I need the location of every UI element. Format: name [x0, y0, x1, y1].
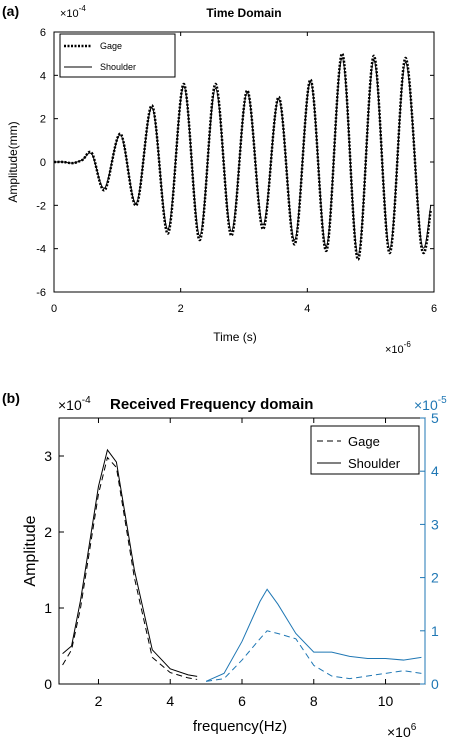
- chart-b-series: [62, 448, 422, 682]
- panel-a-label: (a): [2, 3, 19, 19]
- chart-b-y-left-ticks: 0 1 2 3: [44, 448, 64, 692]
- chart-b-y-left-multiplier: ×10-4: [58, 395, 91, 413]
- chart-a-x-mult-exp: -6: [404, 340, 412, 349]
- panel-b-frequency-domain: (b) ×10-4 Received Frequency domain ×10-…: [2, 390, 447, 740]
- chart-b-y-right-tick-label: 3: [431, 516, 439, 532]
- chart-b-y-right-ticks: 0 1 2 3 4 5: [420, 410, 439, 692]
- chart-a-y-tick-label: 6: [40, 27, 46, 39]
- chart-a-y-tick-label: -4: [36, 244, 46, 256]
- chart-b-x-multiplier: ×106: [387, 722, 417, 740]
- chart-b-y-right-tick-label: 1: [431, 623, 439, 639]
- chart-b-y-right-multiplier: ×10-5: [414, 395, 447, 413]
- chart-b-title: Received Frequency domain: [110, 396, 313, 413]
- chart-b-x-tick-label: 6: [238, 693, 246, 709]
- svg-text:×10-6: ×10-6: [385, 340, 411, 356]
- chart-b-legend-label-shoulder: Shoulder: [348, 456, 401, 471]
- chart-b-series-shoulder-right: [205, 588, 422, 682]
- chart-b-ylabel: Amplitude: [22, 515, 39, 586]
- chart-b-y-left-tick-label: 1: [44, 600, 52, 616]
- chart-b-x-tick-label: 10: [378, 693, 394, 709]
- chart-a-legend-label-shoulder: Shoulder: [100, 62, 136, 72]
- chart-a-y-ticks: -6 -4 -2 0 2 4 6: [36, 27, 434, 299]
- chart-b-x-tick-label: 4: [166, 693, 174, 709]
- chart-b-xlabel: frequency(Hz): [193, 718, 287, 735]
- chart-a-series: [53, 52, 433, 261]
- chart-a-y-tick-label: 4: [40, 70, 46, 82]
- chart-a-x-mult-base: ×10: [385, 344, 404, 356]
- chart-b-yr-mult-exp: -5: [438, 395, 447, 406]
- chart-a-y-tick-label: -2: [36, 200, 46, 212]
- chart-b-x-mult-base: ×10: [387, 724, 411, 740]
- chart-a-y-tick-label: -6: [36, 287, 46, 299]
- chart-b-x-tick-label: 8: [310, 693, 318, 709]
- chart-a-legend-box: [59, 33, 176, 78]
- chart-b-legend: Gage Shoulder: [310, 425, 420, 475]
- chart-b-y-left-tick-label: 3: [44, 448, 52, 464]
- chart-b-yl-mult-base: ×10: [58, 397, 82, 413]
- chart-a-x-tick-label: 0: [51, 303, 57, 315]
- chart-b-y-right-tick-label: 0: [431, 676, 439, 692]
- svg-text:×10-4: ×10-4: [58, 395, 91, 413]
- chart-a-x-tick-label: 2: [178, 303, 184, 315]
- chart-a-x-tick-label: 4: [304, 303, 310, 315]
- chart-a-y-tick-label: 0: [40, 157, 46, 169]
- chart-b-x-ticks: 2 4 6 8 10: [95, 418, 394, 709]
- chart-b-series-gage-right: [206, 630, 422, 682]
- chart-a-x-tick-label: 6: [431, 303, 437, 315]
- chart-b-series-shoulder-left: [62, 448, 198, 677]
- chart-a-xlabel: Time (s): [213, 330, 257, 344]
- chart-b-x-mult-exp: 6: [411, 722, 417, 733]
- chart-a-x-ticks: 0 2 4 6: [51, 32, 437, 315]
- chart-a-y-tick-label: 2: [40, 114, 46, 126]
- chart-b-y-left-tick-label: 0: [44, 676, 52, 692]
- chart-b-y-right-tick-label: 4: [431, 463, 439, 479]
- chart-a-legend: Gage Shoulder: [59, 33, 176, 78]
- chart-a-y-multiplier: ×10-4: [60, 4, 86, 20]
- svg-text:×10-5: ×10-5: [414, 395, 447, 413]
- chart-a-y-mult-base: ×10: [60, 8, 79, 20]
- chart-a-y-mult-exp: -4: [79, 4, 87, 13]
- chart-b-yr-mult-base: ×10: [414, 397, 438, 413]
- chart-b-series-gage-left: [62, 456, 198, 680]
- chart-b-legend-box: [310, 425, 420, 475]
- chart-b-legend-label-gage: Gage: [348, 434, 380, 449]
- svg-text:×106: ×106: [387, 722, 417, 740]
- chart-a-x-multiplier: ×10-6: [385, 340, 411, 356]
- chart-b-y-right-tick-label: 2: [431, 570, 439, 586]
- chart-a-series-shoulder: [53, 57, 432, 256]
- chart-a-title: Time Domain: [206, 6, 281, 20]
- panel-b-label: (b): [2, 390, 20, 406]
- chart-b-x-tick-label: 2: [95, 693, 103, 709]
- chart-a-ylabel: Amplitude(mm): [6, 121, 20, 202]
- svg-text:×10-4: ×10-4: [60, 4, 86, 20]
- chart-a-series-gage: [53, 52, 433, 261]
- chart-a-legend-label-gage: Gage: [100, 41, 122, 51]
- chart-b-y-left-tick-label: 2: [44, 524, 52, 540]
- chart-b-y-right-tick-label: 5: [431, 410, 439, 426]
- chart-b-yl-mult-exp: -4: [82, 395, 91, 406]
